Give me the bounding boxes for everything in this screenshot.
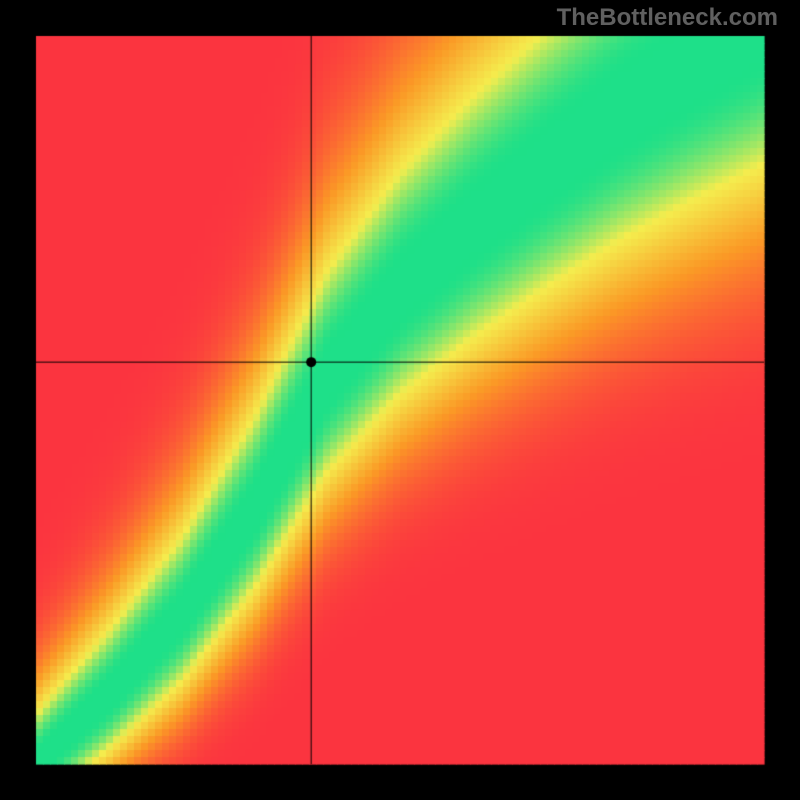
chart-container: TheBottleneck.com (0, 0, 800, 800)
watermark-text: TheBottleneck.com (557, 4, 778, 32)
heatmap-canvas (0, 0, 800, 800)
